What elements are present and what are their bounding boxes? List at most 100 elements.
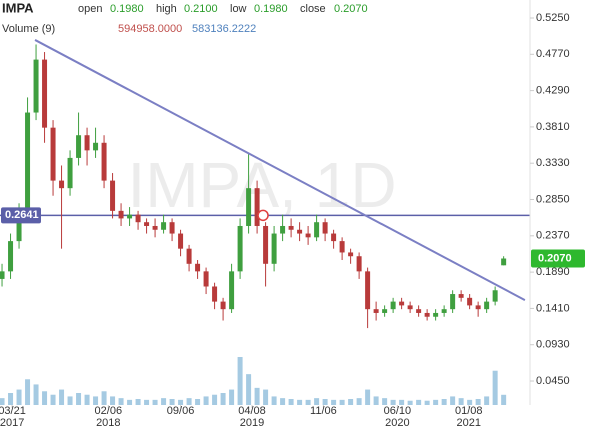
volume-bar [484,396,490,405]
ohlc-value: 0.1980 [110,3,144,15]
ohlc-label: low [230,3,247,15]
candle-body [263,225,269,264]
volume-bar [127,399,133,405]
candle-body [450,294,456,310]
volume-bar [212,394,218,405]
candle-body [373,309,379,313]
volume-bar [467,399,473,405]
candle-body [84,135,90,151]
plot [0,39,530,405]
volume-bar [203,396,209,405]
volume-bar [348,399,354,405]
volume-bar [59,389,65,405]
candle-body [322,222,328,234]
candle-body [59,180,65,189]
candle-body [169,222,175,234]
volume-bar [42,391,48,405]
symbol: IMPA [2,0,34,15]
volume-bar [50,394,56,405]
volume-bar [246,374,252,405]
candle-body [433,312,439,317]
volume-bar [101,391,107,405]
candle-body [33,59,39,113]
candle-body [305,233,311,238]
volume-value: 594958.0000 [118,23,182,35]
volume-bar [110,396,116,405]
candle-body [467,297,473,306]
volume-bar [263,389,269,405]
price-label: 0.2641 [5,209,39,221]
volume-bar [237,357,243,405]
volume-bar [178,399,184,405]
candle-body [297,229,303,234]
volume-bar [399,399,405,405]
marker [257,209,269,222]
candle-body [237,225,243,272]
x-tick-label: 09/06 [167,405,195,417]
volume-bar [0,398,5,405]
price-label-box [1,207,41,224]
volume-bar [25,379,31,405]
candle-body [280,225,286,234]
volume-bar [339,399,345,405]
volume-bar [390,399,396,405]
candle-body [16,210,22,242]
volume-bar [280,398,286,405]
candle-body [314,222,320,238]
candle-body [161,222,167,230]
x-tick-label: 06/10 2020 [384,405,412,429]
candle-body [67,157,73,189]
y-tick-label: 0.4770 [536,48,570,60]
candle-body [110,180,116,211]
volume-bar [93,396,99,405]
volume-bar [118,398,124,405]
y-tick-label: 0.3810 [536,121,570,133]
candle-body [501,258,507,266]
candle-body [127,214,133,219]
candle-body [458,294,464,298]
volume-bar [8,393,14,405]
volume-bar [33,384,39,405]
ohlc-label: open [78,3,102,15]
volume-bar [492,370,498,405]
volume-bar [84,394,90,405]
volume-bar [229,389,235,405]
ohlc-label: close [300,3,326,15]
ohlc-label: high [156,3,177,15]
candle-body [492,290,498,302]
candle-body [195,263,201,272]
volume-bar [424,400,430,405]
candle-body [390,301,396,310]
volume-bar [416,399,422,405]
candle-body [76,135,82,158]
candle-body [399,301,405,306]
candle-body [50,127,56,181]
volume-bar [441,399,447,405]
y-tick-label: 0.5250 [536,12,570,24]
y-tick-label: 0.4290 [536,85,570,97]
x-tick-label: 11/06 [310,405,337,417]
candle-body [441,309,447,313]
volume-bar [382,398,388,405]
y-tick-label: 0.1890 [536,266,570,278]
candle-body [178,233,184,249]
x-tick-label: 03/21 2017 [0,405,26,429]
candle-body [152,225,158,230]
candle-body [407,305,413,310]
volume-bar [331,399,337,405]
y-tick-label: 0.3330 [536,157,570,169]
candle-body [254,188,260,226]
candle-body [424,312,430,317]
x-tick-label: 04/08 2019 [238,405,266,429]
last-price-label: 0.2070 [538,252,572,264]
volume-bar [67,396,73,405]
last-price-box [531,249,585,268]
volume-bar [373,396,379,405]
ohlc-value: 0.2070 [334,3,368,15]
volume-bar [305,399,311,405]
candle-body [365,271,371,310]
y-tick-label: 0.2850 [536,193,570,205]
candle-body [229,271,235,310]
